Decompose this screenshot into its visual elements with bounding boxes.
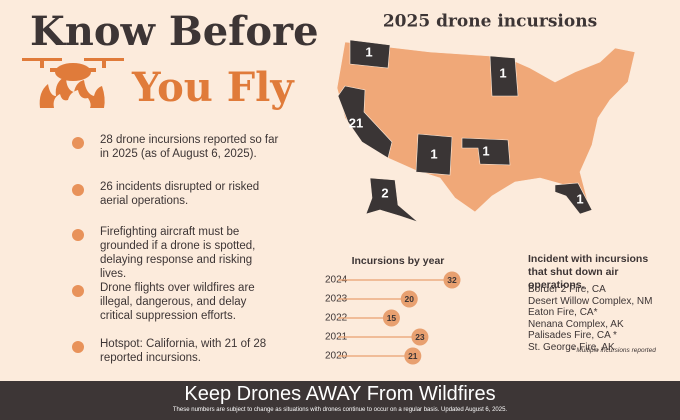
incident: Desert Willow Complex, NM <box>528 295 653 307</box>
fact: Drone flights over wildfires are illegal… <box>100 282 255 322</box>
footer-note: These numbers are subject to change as s… <box>172 407 508 413</box>
incident: Border 2 Fire, CA <box>528 284 606 295</box>
map-count: 1 <box>430 146 437 161</box>
map-count: 1 <box>576 191 583 206</box>
drone-icon <box>22 58 124 108</box>
incident: Nenana Complex, AK <box>528 318 624 330</box>
title: Know Before <box>30 8 319 55</box>
footer <box>0 381 680 420</box>
map-count: 2 <box>381 185 388 200</box>
bullet <box>72 184 84 196</box>
map-count: 21 <box>349 115 363 130</box>
fact: Firefighting aircraft must be grounded i… <box>100 226 256 280</box>
chart-title: Incursions by year <box>352 255 445 267</box>
value-label: 32 <box>447 275 457 285</box>
incident: Eaton Fire, CA* <box>528 307 598 318</box>
year-label: 2023 <box>325 294 348 305</box>
bullet <box>72 341 84 353</box>
dot <box>382 309 400 327</box>
dot <box>443 271 461 289</box>
bullet <box>72 229 84 241</box>
year-label: 2020 <box>325 351 348 362</box>
map-title: 2025 drone incursions <box>383 12 597 32</box>
dot <box>411 328 429 346</box>
year-label: 2021 <box>325 332 348 343</box>
year-label: 2022 <box>325 313 348 324</box>
value-label: 21 <box>408 351 418 361</box>
dot <box>404 347 422 365</box>
map-count: 1 <box>482 143 489 158</box>
note: * Multiple incursions reported <box>572 347 656 354</box>
year-label: 2024 <box>325 275 348 286</box>
fact: Hotspot: California, with 21 of 28 repor… <box>100 338 267 364</box>
value-label: 20 <box>405 294 415 304</box>
bullet <box>72 285 84 297</box>
fact: 26 incidents disrupted or risked aerial … <box>100 181 260 207</box>
us-map <box>336 39 636 223</box>
fact: 28 drone incursions reported so far in 2… <box>100 134 279 160</box>
value-label: 23 <box>415 332 425 342</box>
incident: Palisades Fire, CA * <box>528 330 617 341</box>
value-label: 15 <box>387 313 397 323</box>
dot <box>400 290 418 308</box>
map-count: 1 <box>499 65 506 80</box>
footer-title: Keep Drones AWAY From Wildfires <box>184 383 496 405</box>
incidents-title: Incident with incursions that shut down … <box>528 253 649 291</box>
title: You Fly <box>132 64 294 111</box>
bullet <box>72 137 84 149</box>
incident: St. George Fire, AK <box>528 341 615 353</box>
map-count: 1 <box>365 44 372 59</box>
